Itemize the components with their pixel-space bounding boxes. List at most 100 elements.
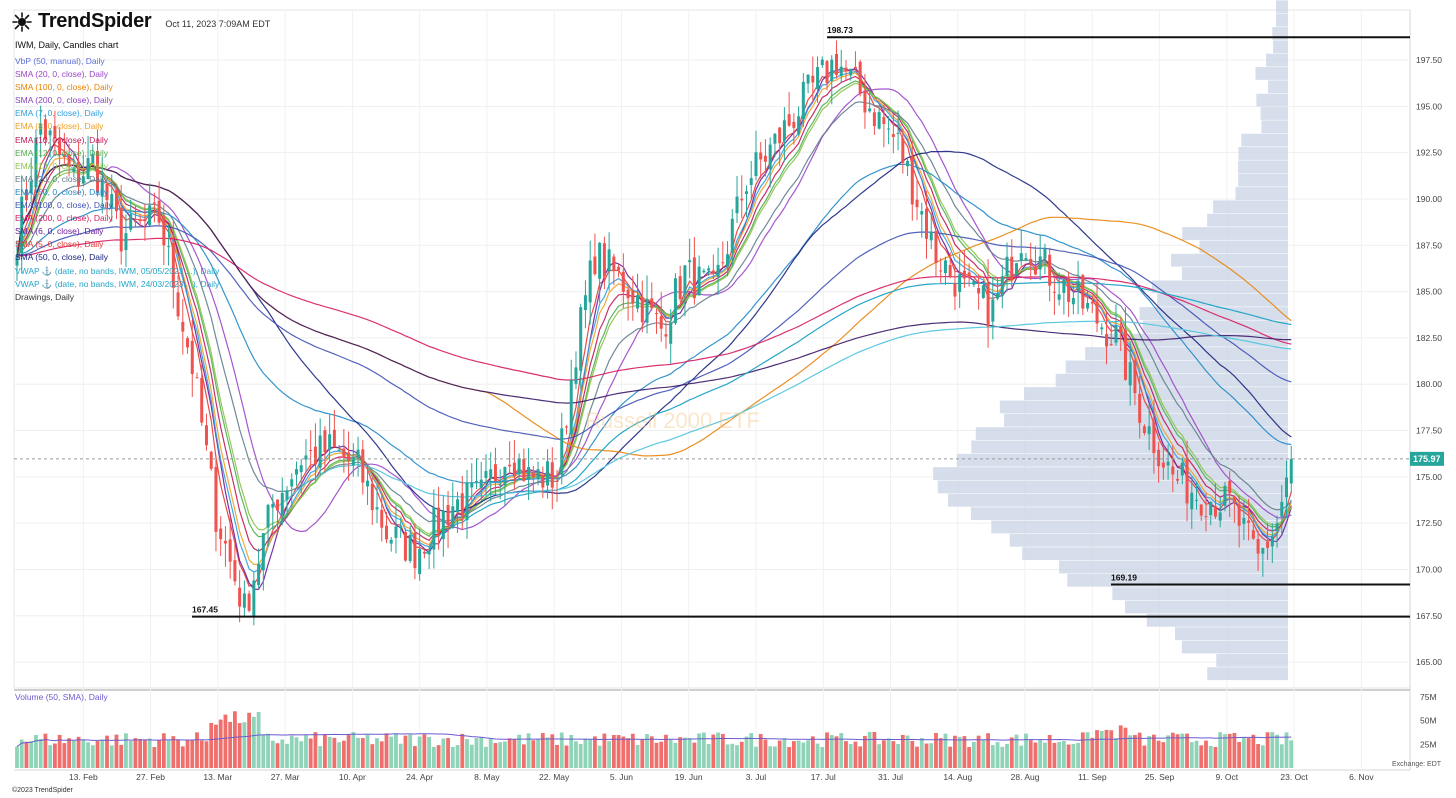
- volume-bar: [943, 733, 948, 768]
- volume-bar: [119, 744, 124, 768]
- volume-bar: [233, 711, 237, 768]
- volume-bar: [820, 747, 825, 768]
- candle-body: [583, 295, 587, 311]
- volume-bar: [323, 734, 327, 768]
- legend-item[interactable]: SMA (20, 0, close), Daily: [15, 69, 109, 80]
- candle-body: [858, 61, 862, 94]
- candle-body: [186, 338, 190, 348]
- candle-body: [43, 119, 47, 140]
- candle-body: [1128, 362, 1132, 386]
- volume-profile-bar: [1009, 533, 1288, 547]
- volume-bar: [109, 745, 114, 768]
- volume-bar: [730, 743, 735, 768]
- candle-body: [257, 563, 261, 585]
- legend-item[interactable]: EMA (13, 0, close), Daily: [15, 160, 109, 171]
- volume-pane-title[interactable]: Volume (50, SMA), Daily: [15, 692, 108, 702]
- volume-tick-label: 50M: [1420, 716, 1437, 726]
- candle-body: [356, 449, 360, 459]
- candle-body: [896, 132, 900, 134]
- volume-bar: [701, 732, 706, 768]
- candle-body: [366, 480, 370, 487]
- candle-body: [380, 509, 384, 528]
- volume-bar: [403, 735, 408, 768]
- volume-profile-bar: [999, 400, 1288, 414]
- legend-item[interactable]: VbP (50, manual), Daily: [15, 56, 105, 66]
- candle-body: [1052, 291, 1056, 293]
- candle-body: [1232, 496, 1236, 504]
- candle-body: [479, 479, 483, 488]
- candle-body: [285, 490, 289, 500]
- copyright-notice: ©2023 TrendSpider: [12, 787, 73, 794]
- candle-body: [934, 231, 938, 264]
- volume-bar: [142, 740, 147, 768]
- volume-bar: [692, 742, 697, 768]
- candle-body: [105, 183, 109, 201]
- legend-item[interactable]: EMA (10, 0, close), Daily: [15, 134, 109, 145]
- legend-item[interactable]: SMA (50, 0, close), Daily: [15, 252, 109, 263]
- moving-average-line: [16, 163, 1292, 484]
- candle-body: [24, 189, 28, 201]
- moving-average-line: [16, 225, 1292, 440]
- volume-bar: [990, 745, 995, 768]
- volume-bar: [872, 731, 877, 768]
- legend-item[interactable]: VWAP ⚓ (date, no bands, IWM, 24/03/2023 …: [15, 278, 220, 289]
- candle-body: [399, 526, 403, 529]
- candle-body: [711, 270, 715, 274]
- candle-body: [29, 181, 33, 194]
- legend-item[interactable]: EMA (12, 0, close), Daily: [15, 147, 109, 158]
- volume-bar: [536, 739, 540, 768]
- candle-body: [825, 61, 829, 84]
- legend-item[interactable]: SMA (200, 0, close), Daily: [15, 95, 113, 106]
- legend-item[interactable]: EMA (8, 0, close), Daily: [15, 121, 104, 132]
- volume-bar: [1019, 745, 1024, 768]
- volume-bar: [431, 746, 436, 768]
- time-tick-label: 3. Jul: [746, 772, 766, 782]
- candle-body: [778, 127, 782, 144]
- candle-body: [1275, 523, 1279, 532]
- volume-profile-bar: [1256, 93, 1288, 107]
- volume-bar: [1289, 740, 1294, 768]
- level-label: 167.45: [192, 605, 218, 615]
- volume-bar: [664, 734, 668, 768]
- volume-bar: [1260, 745, 1265, 768]
- legend-item[interactable]: SMA (5, 0, close), Daily: [15, 239, 104, 250]
- volume-bar: [976, 735, 981, 768]
- volume-bar: [52, 743, 57, 768]
- volume-bar: [853, 741, 858, 768]
- candle-body: [853, 66, 857, 69]
- candle-body: [593, 256, 597, 275]
- volume-bar: [1180, 733, 1185, 768]
- candle-body: [266, 504, 270, 528]
- candle-body: [67, 154, 71, 167]
- legend-item[interactable]: EMA (100, 0, close), Daily: [15, 200, 113, 211]
- legend-item[interactable]: EMA (200, 0, close), Daily: [15, 213, 113, 224]
- volume-bar: [1076, 742, 1080, 768]
- legend-item[interactable]: SMA (100, 0, close), Daily: [15, 82, 113, 93]
- volume-bar: [1189, 742, 1194, 768]
- volume-bar: [578, 743, 583, 768]
- volume-bar: [1109, 730, 1114, 768]
- candle-body: [531, 473, 535, 478]
- volume-bar: [1123, 727, 1128, 768]
- candle-body: [167, 246, 171, 248]
- legend-item[interactable]: EMA (50, 0, close), Daily: [15, 186, 109, 197]
- candle-body: [929, 231, 933, 241]
- volume-bar: [304, 735, 308, 768]
- volume-bar: [720, 733, 725, 768]
- time-tick-label: 8. May: [474, 772, 500, 782]
- legend-item[interactable]: EMA (7, 0, close), Daily: [15, 108, 104, 119]
- time-tick-label: 10. Apr: [339, 772, 366, 782]
- legend-item[interactable]: SMA (6, 0, close), Daily: [15, 226, 104, 237]
- legend-item[interactable]: EMA (20, 0, close), Daily: [15, 173, 109, 184]
- volume-bar: [744, 736, 749, 768]
- legend-item[interactable]: Drawings, Daily: [15, 291, 75, 302]
- candle-body: [1247, 520, 1251, 523]
- volume-bar: [1080, 732, 1085, 768]
- legend-item[interactable]: VWAP ⚓ (date, no bands, IWM, 05/05/2023 …: [15, 265, 220, 276]
- price-tick-label: 182.50: [1416, 333, 1442, 343]
- volume-bar: [270, 740, 275, 768]
- candle-body: [948, 265, 952, 276]
- volume-bar: [626, 738, 630, 768]
- volume-profile-bar: [1125, 600, 1288, 614]
